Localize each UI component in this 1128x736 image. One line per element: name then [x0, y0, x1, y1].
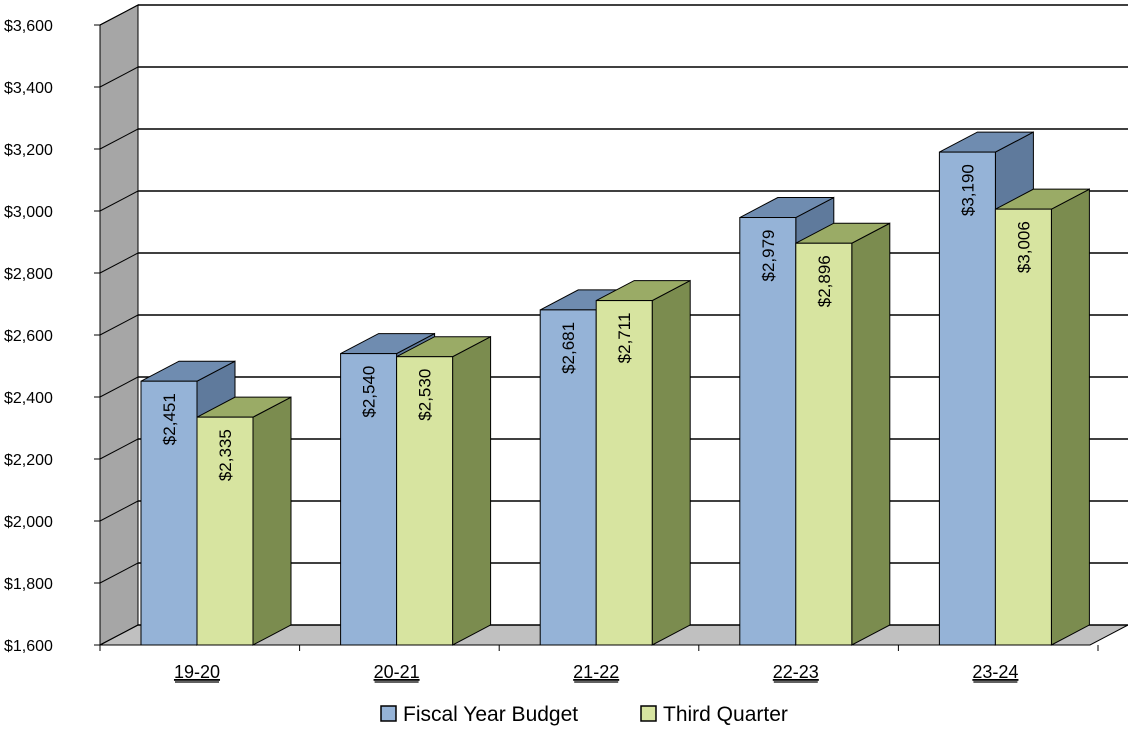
- y-axis-tick-labels: $1,600 $1,800 $2,000 $2,200 $2,400 $2,600 $2,8…: [4, 18, 101, 655]
- y-tick-label: $1,600: [4, 638, 53, 655]
- gridline-depth: [99, 438, 139, 460]
- legend-item-fiscal-year-budget: Fiscal Year Budget: [380, 703, 578, 726]
- data-label: $2,896: [815, 255, 834, 307]
- bar-front: [595, 300, 653, 646]
- bar-front: [196, 416, 254, 646]
- bar-front: [396, 356, 454, 646]
- bar-side: [452, 335, 492, 646]
- gridline-depth: [99, 128, 139, 150]
- y-tick-label: $3,600: [4, 18, 53, 35]
- y-tick-label: $3,400: [4, 80, 53, 97]
- bar-third-quarter-23-24: [994, 188, 1090, 646]
- y-tick-label: $2,800: [4, 266, 53, 283]
- x-tick-label: 22-23: [773, 662, 819, 682]
- data-label: $2,530: [416, 369, 435, 421]
- data-labels: $2,451 $2,335 $2,540 $2,530 $2,681 $2,711 $2,9…: [160, 164, 1033, 481]
- data-label: $2,711: [615, 313, 634, 364]
- bar-third-quarter-22-23: [795, 222, 891, 646]
- y-tick-label: $2,400: [4, 390, 53, 407]
- gridline-depth: [99, 252, 139, 274]
- legend-swatch: [640, 705, 657, 722]
- x-tick-label: 19-20: [174, 662, 220, 682]
- data-label: $2,540: [360, 366, 379, 418]
- gridline-depth: [99, 314, 139, 336]
- y-tick-label: $3,000: [4, 204, 53, 221]
- bar-side: [252, 396, 292, 646]
- data-label: $3,190: [958, 164, 977, 216]
- legend-swatch: [380, 705, 397, 722]
- x-axis: 19-20 20-21 21-22 22-23 23-24: [99, 644, 1099, 683]
- gridline-depth: [99, 190, 139, 212]
- bar-side: [651, 279, 691, 646]
- gridline-depth: [99, 624, 139, 646]
- gridline-depth: [99, 562, 139, 584]
- bar-third-quarter-21-22: [595, 279, 691, 646]
- bar-front: [140, 380, 198, 646]
- y-tick-label: $1,800: [4, 576, 53, 593]
- legend: Fiscal Year Budget Third Quarter: [380, 703, 788, 726]
- y-tick-label: $2,600: [4, 328, 53, 345]
- bar-third-quarter-19-20: [196, 396, 292, 646]
- bar-front: [539, 309, 597, 646]
- bar-front: [340, 353, 398, 646]
- bar-side: [851, 222, 891, 646]
- legend-label: Fiscal Year Budget: [403, 703, 578, 726]
- bar-front: [795, 242, 853, 646]
- x-tick-label: 21-22: [573, 662, 619, 682]
- gridline-depth: [99, 376, 139, 398]
- gridline-depth: [99, 66, 139, 88]
- data-label: $2,979: [759, 230, 778, 282]
- bar-third-quarter-20-21: [396, 335, 492, 646]
- bars: [140, 131, 1090, 646]
- x-tick-label: 23-24: [972, 662, 1018, 682]
- data-label: $3,006: [1014, 221, 1033, 273]
- data-label: $2,681: [559, 322, 578, 374]
- bar-side: [1050, 188, 1090, 646]
- x-tick-label: 20-21: [374, 662, 420, 682]
- y-tick-label: $2,200: [4, 452, 53, 469]
- data-label: $2,451: [160, 393, 179, 445]
- legend-label: Third Quarter: [663, 703, 788, 726]
- data-label: $2,335: [216, 429, 235, 481]
- y-tick-label: $3,200: [4, 142, 53, 159]
- bar-front: [739, 217, 797, 646]
- bar-front: [994, 208, 1052, 646]
- y-tick-label: $2,000: [4, 514, 53, 531]
- legend-item-third-quarter: Third Quarter: [640, 703, 788, 726]
- bar-front: [938, 151, 996, 646]
- gridline-depth: [99, 4, 139, 26]
- gridline-depth: [99, 500, 139, 522]
